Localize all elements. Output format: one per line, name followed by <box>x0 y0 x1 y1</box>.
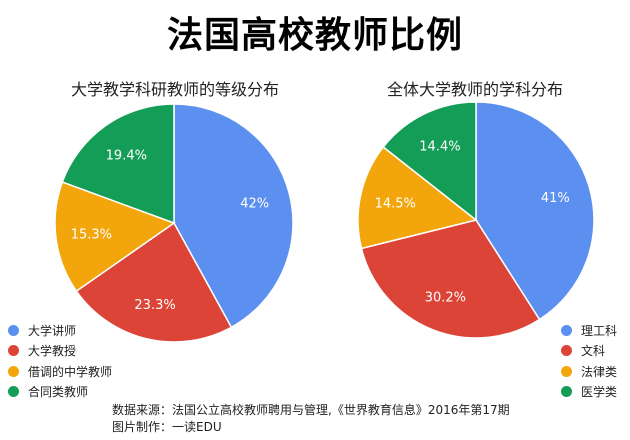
legend-label: 文科 <box>581 344 606 359</box>
chart-1-slice-4-label: 19.4% <box>106 149 147 164</box>
legend-label: 法律类 <box>581 364 618 379</box>
legend-label: 医学类 <box>581 385 618 400</box>
legend-label: 大学讲师 <box>28 323 77 338</box>
legend-swatch-icon <box>8 365 19 377</box>
chart-2-legend-item: 理工科 <box>561 320 617 341</box>
source-line: 数据来源：法国公立高校教师聘用与管理,《世界教育信息》2016年第17期 <box>112 403 510 417</box>
legend-swatch-icon <box>8 324 19 336</box>
chart-1-slice-1 <box>173 103 294 329</box>
chart-2-slice-4-label: 14.4% <box>419 140 460 155</box>
legend-swatch-icon <box>8 386 19 398</box>
chart-2-title: 全体大学教师的学科分布 <box>386 80 563 99</box>
legend-swatch-icon <box>561 324 572 336</box>
chart-1-legend-item: 合同类教师 <box>8 382 112 403</box>
chart-1-slice-4 <box>61 103 175 225</box>
chart-1-title: 大学教学科研教师的等级分布 <box>70 80 279 99</box>
legend-swatch-icon <box>561 386 572 398</box>
chart-2-slice-4 <box>382 101 477 222</box>
chart-1-legend-item: 借调的中学教师 <box>8 361 112 382</box>
chart-2-slice-2-label: 30.2% <box>425 291 466 306</box>
legend-swatch-icon <box>561 345 572 357</box>
chart-2-legend-item: 文科 <box>561 341 617 362</box>
legend-label: 借调的中学教师 <box>28 364 113 379</box>
legend-label: 理工科 <box>581 323 618 338</box>
chart-2-legend-item: 医学类 <box>561 382 617 403</box>
legend-label: 合同类教师 <box>28 385 89 400</box>
legend-label: 大学教授 <box>28 344 77 359</box>
chart-1-legend-item: 大学教授 <box>8 341 112 362</box>
credit-line: 图片制作：一读EDU <box>112 420 222 434</box>
page-title: 法国高校教师比例 <box>166 15 463 56</box>
chart-1-slice-1-label: 42% <box>240 196 269 211</box>
chart-2-legend: 理工科文科法律类医学类 <box>561 320 617 402</box>
chart-2-slice-2 <box>360 219 541 339</box>
chart-1-slice-2 <box>75 221 233 343</box>
chart-2-legend-item: 法律类 <box>561 361 617 382</box>
chart-1-slice-2-label: 23.3% <box>134 298 175 313</box>
source-note: 数据来源：法国公立高校教师聘用与管理,《世界教育信息》2016年第17期 图片制… <box>112 402 510 436</box>
chart-1-legend: 大学讲师大学教授借调的中学教师 合同类教师 <box>8 320 112 402</box>
chart-2-slice-1-label: 41% <box>541 191 570 206</box>
chart-2-slice-3-label: 14.5% <box>375 197 416 212</box>
legend-swatch-icon <box>561 365 572 377</box>
chart-2-slice-3 <box>357 145 478 250</box>
legend-swatch-icon <box>8 345 19 357</box>
chart-1-slice-3-label: 15.3% <box>71 228 112 243</box>
chart-1-slice-3 <box>54 181 176 293</box>
chart-1-legend-item: 大学讲师 <box>8 320 112 341</box>
